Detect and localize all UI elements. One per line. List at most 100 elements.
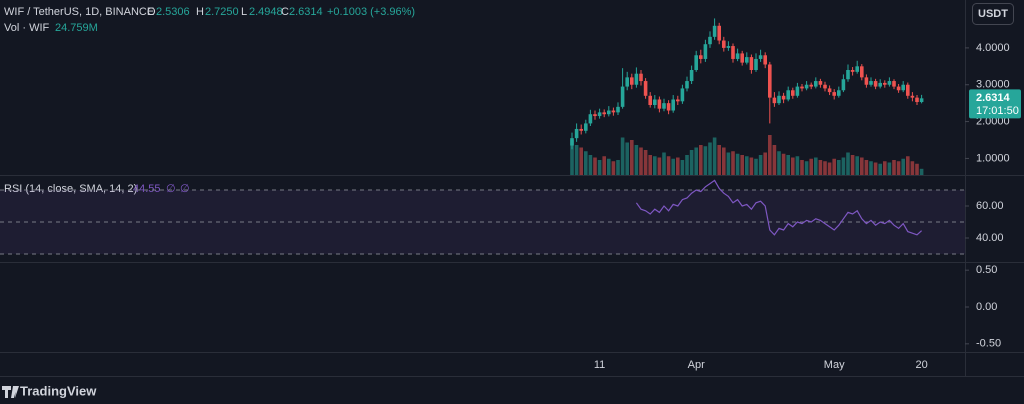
- candle-body: [887, 81, 892, 85]
- candle-body: [611, 110, 616, 113]
- candle-body: [676, 99, 680, 102]
- candle-body: [814, 81, 818, 87]
- volume-bar: [671, 158, 675, 175]
- volume-bar: [809, 158, 813, 175]
- ohlc-label: C: [281, 6, 289, 18]
- candle-body: [768, 64, 772, 98]
- x-tick-label: 20: [915, 359, 927, 371]
- ohlc-label: L: [241, 6, 247, 18]
- candle-body: [772, 97, 777, 104]
- rsi-line: [635, 179, 922, 236]
- candle-body: [860, 66, 864, 78]
- x-tick-label: May: [824, 359, 845, 371]
- volume-bar: [726, 152, 731, 175]
- y-tick-label: 0.50: [976, 264, 997, 276]
- volume-bar: [593, 157, 597, 175]
- volume-bar: [694, 147, 698, 175]
- candle-body: [809, 84, 813, 87]
- y-tick-label: 0.00: [976, 301, 997, 313]
- volume-bar: [818, 160, 823, 175]
- volume-bar: [745, 156, 749, 175]
- candle-body: [855, 66, 859, 72]
- volume-bar: [648, 155, 652, 175]
- rsi-title[interactable]: RSI (14, close, SMA, 14, 2): [4, 183, 137, 195]
- symbol-title[interactable]: WIF / TetherUS, 1D, BINANCE: [4, 6, 154, 18]
- volume-bar: [717, 145, 721, 175]
- candle-body: [722, 40, 726, 48]
- volume-bar: [883, 161, 887, 175]
- volume-bar: [685, 155, 689, 175]
- volume-bar: [634, 145, 639, 175]
- candle-body: [680, 88, 685, 102]
- volume-bar: [579, 147, 583, 175]
- candle-body: [616, 106, 620, 113]
- candle-body: [570, 138, 574, 146]
- volume-bar: [800, 160, 804, 175]
- volume-bar: [814, 157, 818, 175]
- candle-body: [634, 73, 639, 85]
- y-tick-label: 3.0000: [976, 79, 1010, 91]
- rsi-extra: ∅: [166, 183, 176, 195]
- candle-body: [901, 84, 905, 91]
- candle-body: [597, 112, 602, 117]
- candle-body: [620, 86, 625, 107]
- candle-body: [630, 77, 634, 85]
- candle-body: [777, 95, 781, 104]
- candle-body: [906, 84, 910, 96]
- volume-bar: [699, 145, 703, 175]
- candle-body: [873, 81, 878, 87]
- volume-bar: [878, 163, 882, 175]
- volume-bar: [763, 152, 767, 175]
- brand-name: TradingView: [20, 383, 97, 398]
- currency-label[interactable]: USDT: [978, 8, 1008, 20]
- currency-button[interactable]: [972, 3, 1014, 25]
- volume-bar: [639, 147, 643, 175]
- ohlc-value: 2.4948: [249, 6, 283, 18]
- candle-body: [639, 73, 643, 82]
- volume-bar: [712, 137, 717, 175]
- volume-title[interactable]: Vol · WIF: [4, 22, 50, 34]
- candle-body: [703, 44, 708, 59]
- y-tick-label: -0.50: [976, 338, 1001, 350]
- volume-bar: [611, 161, 616, 175]
- y-tick-label: 1.0000: [976, 152, 1010, 164]
- volume-bar: [570, 140, 574, 175]
- ohlc-label: O: [147, 6, 156, 18]
- volume-bar: [676, 157, 680, 175]
- candle-body: [685, 81, 689, 89]
- candle-body: [717, 25, 721, 41]
- candle-body: [763, 55, 767, 65]
- candle-body: [749, 57, 754, 70]
- candle-body: [846, 70, 850, 80]
- volume-bar: [616, 160, 620, 175]
- volume-bar: [901, 158, 905, 175]
- ohlc-value: 2.5306: [156, 6, 190, 18]
- volume-bar: [919, 168, 924, 175]
- volume-value: 24.759M: [55, 22, 98, 34]
- candle-body: [666, 103, 671, 111]
- candle-body: [740, 53, 744, 63]
- countdown-label: 17:01:50: [976, 105, 1019, 117]
- volume-bar: [735, 153, 740, 175]
- candle-body: [726, 46, 731, 48]
- brand[interactable]: TradingView: [2, 383, 97, 398]
- candle-body: [745, 57, 749, 63]
- x-tick-label: Apr: [688, 359, 705, 371]
- candle-body: [625, 77, 629, 87]
- volume-bar: [740, 155, 744, 175]
- candle-body: [602, 112, 606, 115]
- candle-body: [850, 70, 855, 72]
- candle-body: [712, 25, 717, 37]
- rsi-extra: ∅: [180, 183, 190, 195]
- candle-body: [781, 95, 786, 100]
- ohlc-change: +0.1003 (+3.96%): [327, 6, 415, 18]
- candle-body: [915, 97, 919, 103]
- candle-body: [643, 81, 648, 96]
- volume-bar: [832, 158, 836, 175]
- volume-bar: [841, 157, 846, 175]
- volume-bar: [896, 161, 901, 175]
- candle-body: [878, 82, 882, 87]
- candle-body: [864, 77, 869, 85]
- volume-bar: [864, 160, 869, 175]
- volume-bar: [666, 156, 671, 175]
